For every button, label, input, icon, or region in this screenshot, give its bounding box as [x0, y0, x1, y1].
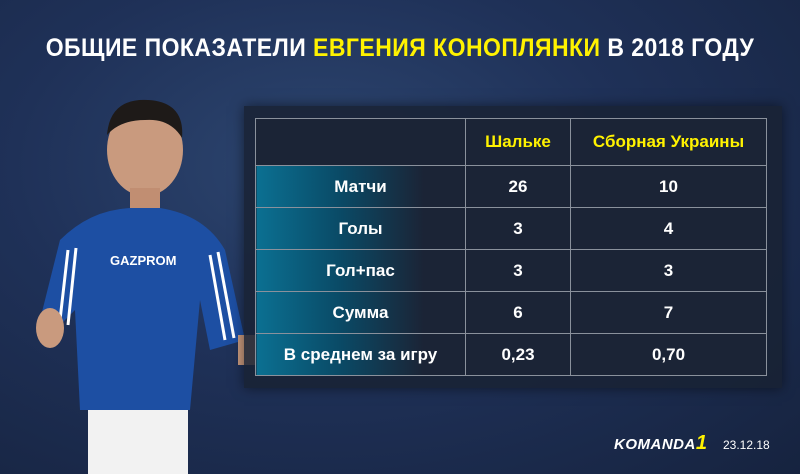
header-empty — [255, 118, 466, 166]
table-row: В среднем за игру 0,23 0,70 — [255, 333, 767, 376]
row-label: В среднем за игру — [255, 333, 466, 376]
shirt-sponsor-text: GAZPROM — [110, 253, 176, 268]
player-photo: GAZPROM — [36, 99, 256, 474]
row-label: Голы — [255, 207, 466, 250]
cell-value: 3 — [465, 249, 571, 292]
cell-value: 4 — [570, 207, 767, 250]
row-label: Матчи — [255, 165, 466, 208]
cell-value: 7 — [570, 291, 767, 334]
table-row: Сумма 6 7 — [255, 291, 767, 334]
cell-value: 3 — [465, 207, 571, 250]
stats-table: Шальке Сборная Украины Матчи 26 10 Голы … — [255, 118, 767, 376]
table-row: Матчи 26 10 — [255, 165, 767, 208]
cell-value: 3 — [570, 249, 767, 292]
page-title: ОБЩИЕ ПОКАЗАТЕЛИ ЕВГЕНИЯ КОНОПЛЯНКИ В 20… — [32, 34, 768, 63]
cell-value: 10 — [570, 165, 767, 208]
header-schalke: Шальке — [465, 118, 571, 166]
title-part1: ОБЩИЕ ПОКАЗАТЕЛИ — [45, 34, 307, 62]
logo-number: 1 — [695, 432, 708, 454]
table-row: Гол+пас 3 3 — [255, 249, 767, 292]
cell-value: 26 — [465, 165, 571, 208]
date: 23.12.18 — [723, 438, 770, 452]
cell-value: 0,70 — [570, 333, 767, 376]
cell-value: 0,23 — [465, 333, 571, 376]
table-row: Голы 3 4 — [255, 207, 767, 250]
row-label: Гол+пас — [255, 249, 466, 292]
title-part2: В 2018 ГОДУ — [607, 34, 755, 62]
title-highlight: ЕВГЕНИЯ КОНОПЛЯНКИ — [313, 34, 601, 62]
table-header-row: Шальке Сборная Украины — [255, 118, 767, 166]
komanda-logo: KOMANDA1 — [614, 432, 707, 455]
cell-value: 6 — [465, 291, 571, 334]
row-label: Сумма — [255, 291, 466, 334]
header-ukraine: Сборная Украины — [570, 118, 767, 166]
logo-text: KOMANDA — [614, 436, 696, 453]
